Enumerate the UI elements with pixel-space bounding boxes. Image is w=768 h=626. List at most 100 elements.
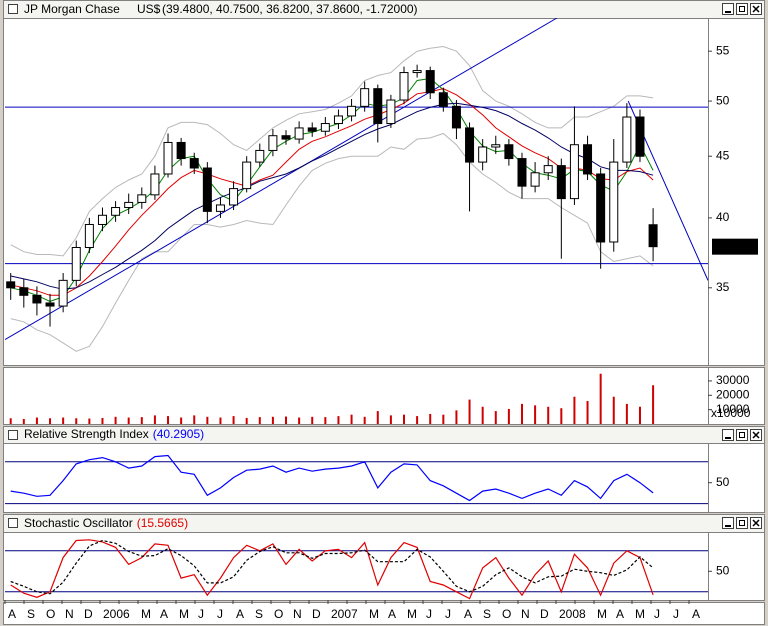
volume-bar — [101, 417, 104, 424]
indicator-value: (40.2905) — [153, 427, 204, 441]
x-tick-label: J — [198, 607, 204, 621]
volume-bar — [507, 408, 510, 424]
minimize-button[interactable] — [722, 429, 734, 441]
rsi-header — [3, 426, 765, 444]
volume-bar — [534, 405, 537, 424]
volume-bar — [114, 416, 117, 424]
indicator-line — [10, 539, 654, 600]
candle-body — [386, 99, 396, 125]
candle-body — [569, 144, 579, 200]
moving-average — [10, 102, 654, 290]
x-tick-label: A — [464, 607, 472, 621]
last-price-label: 37.8600 — [714, 239, 758, 253]
bollinger-band — [10, 132, 654, 352]
volume-bar — [586, 401, 589, 424]
window-buttons[interactable] — [722, 517, 762, 529]
candle-body — [137, 194, 147, 203]
x-tick-label: N — [521, 607, 530, 621]
x-tick-label: D — [312, 607, 321, 621]
volume-bar — [520, 403, 523, 424]
x-tick-label: S — [27, 607, 35, 621]
volume-bar — [494, 411, 497, 424]
maximize-button[interactable] — [736, 3, 748, 15]
candle-body — [176, 141, 186, 160]
volume-bar — [625, 403, 628, 424]
panel-icon — [8, 4, 18, 14]
candle-body — [229, 188, 239, 206]
volume-bar — [468, 399, 471, 424]
candle-body — [648, 224, 658, 248]
volume-bar — [481, 406, 484, 424]
volume-bar — [232, 416, 235, 424]
plot-area — [5, 454, 708, 505]
x-tick-label: O — [46, 607, 55, 621]
minimize-button[interactable] — [722, 3, 734, 15]
volume-bar — [337, 416, 340, 424]
volume-bar — [88, 418, 91, 424]
volume-bar — [206, 416, 209, 424]
volume-bar — [363, 416, 366, 424]
minimize-button[interactable] — [722, 517, 734, 529]
maximize-button[interactable] — [736, 517, 748, 529]
window-buttons[interactable] — [722, 429, 762, 441]
x-tick-label: O — [502, 607, 511, 621]
x-tick-label: J — [426, 607, 432, 621]
volume-bar — [403, 414, 405, 424]
volume-bar — [389, 415, 392, 424]
candle-body — [255, 149, 265, 163]
moving-average — [10, 88, 654, 296]
price-panel — [3, 0, 765, 366]
volume-bar — [573, 396, 576, 424]
candle-body — [6, 281, 16, 289]
x-tick-label: M — [635, 607, 645, 621]
volume-bar — [271, 416, 274, 424]
volume-bar — [285, 416, 288, 424]
candle-body — [596, 173, 606, 243]
x-tick-label: 2006 — [103, 607, 130, 621]
maximize-button[interactable] — [736, 429, 748, 441]
x-tick-label: M — [141, 607, 151, 621]
y-tick-label: 50 — [716, 563, 730, 577]
x-tick-label: S — [483, 607, 491, 621]
volume-bar — [429, 413, 432, 424]
volume-bar — [652, 385, 655, 424]
candle-body — [465, 127, 475, 163]
volume-bar — [167, 416, 170, 424]
bollinger-band — [10, 45, 654, 257]
candle-body — [215, 204, 225, 212]
quote: (39.4800, 40.7500, 36.8200, 37.8600, -1.… — [162, 2, 418, 16]
icon — [752, 5, 760, 13]
volume-bar — [638, 406, 641, 424]
candle-body — [347, 105, 357, 117]
indicator-line — [10, 539, 654, 595]
candle-body — [111, 207, 121, 216]
currency: US$ — [137, 2, 161, 16]
volume-bar — [127, 417, 130, 424]
candle-body — [202, 167, 212, 212]
volume-bar — [22, 418, 25, 424]
volume-bar — [193, 415, 196, 424]
x-tick-label: A — [388, 607, 396, 621]
candle-body — [320, 123, 330, 132]
volume-bar — [416, 416, 419, 424]
candle-body — [543, 165, 553, 174]
y-tick-label: 40 — [716, 210, 730, 224]
x-tick-label: M — [597, 607, 607, 621]
volume-bar — [140, 417, 143, 424]
x-tick-label: J — [654, 607, 660, 621]
volume-bar — [599, 373, 602, 424]
candle-body — [19, 287, 29, 296]
candle-body — [189, 158, 199, 169]
window-buttons[interactable] — [722, 3, 762, 15]
x-tick-label: J — [445, 607, 451, 621]
indicator-name: Stochastic Oscillator — [24, 516, 133, 530]
icon — [752, 519, 760, 527]
candle-body — [635, 116, 645, 157]
x-tick-label: M — [179, 607, 189, 621]
candle-body — [84, 223, 94, 248]
candle-body — [478, 146, 488, 163]
volume-bar — [153, 415, 156, 424]
candle-body — [438, 92, 448, 107]
volume-bar — [560, 408, 563, 424]
volume-bar — [324, 417, 327, 424]
